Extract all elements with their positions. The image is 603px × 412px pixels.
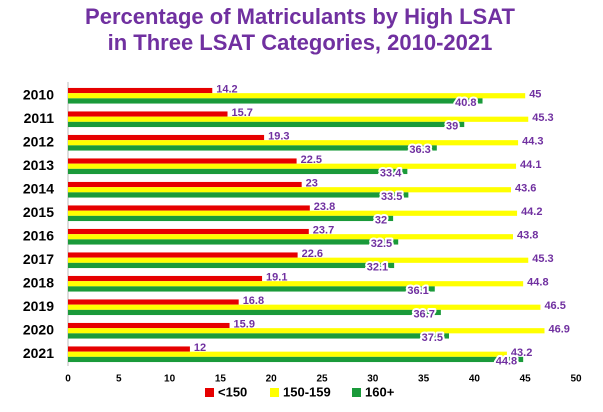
y-tick-label: 2014 <box>23 180 54 196</box>
bar <box>68 163 517 169</box>
x-tick-label: 20 <box>266 374 278 385</box>
bar <box>68 333 449 339</box>
legend-swatch <box>205 388 214 397</box>
bar <box>68 87 213 94</box>
data-label: 37.5 <box>422 332 443 344</box>
bar <box>68 309 441 316</box>
x-tick-label: 10 <box>164 374 176 385</box>
y-tick-label: 2020 <box>23 321 54 337</box>
x-tick-label: 40 <box>469 374 481 385</box>
bar <box>68 234 514 240</box>
data-label: 36.1 <box>407 285 428 297</box>
legend-label: <150 <box>218 384 247 399</box>
data-label: 36.3 <box>409 144 430 156</box>
y-tick-label: 2019 <box>23 298 54 314</box>
y-tick-label: 2012 <box>23 133 54 149</box>
data-label: 44.3 <box>522 136 543 148</box>
legend-label: 160+ <box>365 384 395 399</box>
x-tick-label: 15 <box>215 374 227 385</box>
bar <box>68 121 465 128</box>
y-tick-label: 2021 <box>23 345 54 361</box>
bar <box>68 252 298 258</box>
data-label: 44.8 <box>496 355 517 367</box>
bar <box>68 187 511 193</box>
y-tick-label: 2010 <box>23 86 54 102</box>
data-label: 39 <box>446 120 458 132</box>
bar <box>68 98 483 104</box>
y-tick-label: 2011 <box>24 110 55 126</box>
bar <box>68 192 409 198</box>
bar <box>68 351 507 357</box>
bar <box>68 215 394 222</box>
chart-title: in Three LSAT Categories, 2010-2021 <box>108 30 493 55</box>
bar <box>68 239 399 245</box>
bar <box>68 281 524 287</box>
bar <box>68 205 310 211</box>
data-label: 33.5 <box>381 191 402 203</box>
bar <box>68 286 435 292</box>
data-label: 45.3 <box>532 112 553 124</box>
bar <box>68 257 529 263</box>
bar <box>68 356 524 363</box>
x-tick-label: 50 <box>570 374 582 385</box>
x-tick-label: 35 <box>418 374 430 385</box>
y-tick-label: 2016 <box>23 227 54 243</box>
bar <box>68 299 239 305</box>
data-label: 46.9 <box>549 324 570 336</box>
data-label: 43.8 <box>517 230 538 242</box>
bar <box>68 116 529 122</box>
data-label: 32 <box>375 214 387 226</box>
bar <box>68 181 302 188</box>
bar <box>68 168 408 175</box>
x-tick-label: 25 <box>316 374 328 385</box>
y-tick-label: 2017 <box>23 251 54 267</box>
data-label: 45.3 <box>532 253 553 265</box>
bar <box>68 328 545 334</box>
bar <box>68 111 228 117</box>
data-label: 46.5 <box>544 300 565 312</box>
bar <box>68 134 265 141</box>
bar <box>68 346 190 352</box>
y-tick-label: 2015 <box>23 204 54 220</box>
data-label: 33.4 <box>380 167 402 179</box>
legend-label: 150-159 <box>283 384 331 399</box>
bar <box>68 275 263 282</box>
bar <box>68 322 230 329</box>
data-label: 36.7 <box>413 308 434 320</box>
data-label: 32.1 <box>367 261 388 273</box>
data-label: 44.8 <box>527 277 548 289</box>
x-tick-label: 5 <box>116 374 122 385</box>
y-tick-label: 2013 <box>23 157 54 173</box>
data-label: 44.2 <box>521 206 542 218</box>
bar <box>68 262 395 269</box>
chart-title: Percentage of Matriculants by High LSAT <box>85 4 515 29</box>
x-tick-label: 30 <box>367 374 379 385</box>
data-label: 40.8 <box>455 97 476 109</box>
x-tick-label: 0 <box>65 374 71 385</box>
bar <box>68 140 519 146</box>
y-tick-label: 2018 <box>23 274 54 290</box>
bar <box>68 210 518 216</box>
bar <box>68 304 541 310</box>
data-label: 45 <box>529 89 541 101</box>
legend-swatch <box>352 388 361 397</box>
bar <box>68 228 309 235</box>
legend-swatch <box>270 388 279 397</box>
bar <box>68 158 297 164</box>
bar <box>68 93 526 99</box>
x-tick-label: 45 <box>520 374 532 385</box>
data-label: 43.6 <box>515 183 536 195</box>
bar <box>68 145 437 151</box>
data-label: 32.5 <box>371 238 392 250</box>
data-label: 44.1 <box>520 159 541 171</box>
